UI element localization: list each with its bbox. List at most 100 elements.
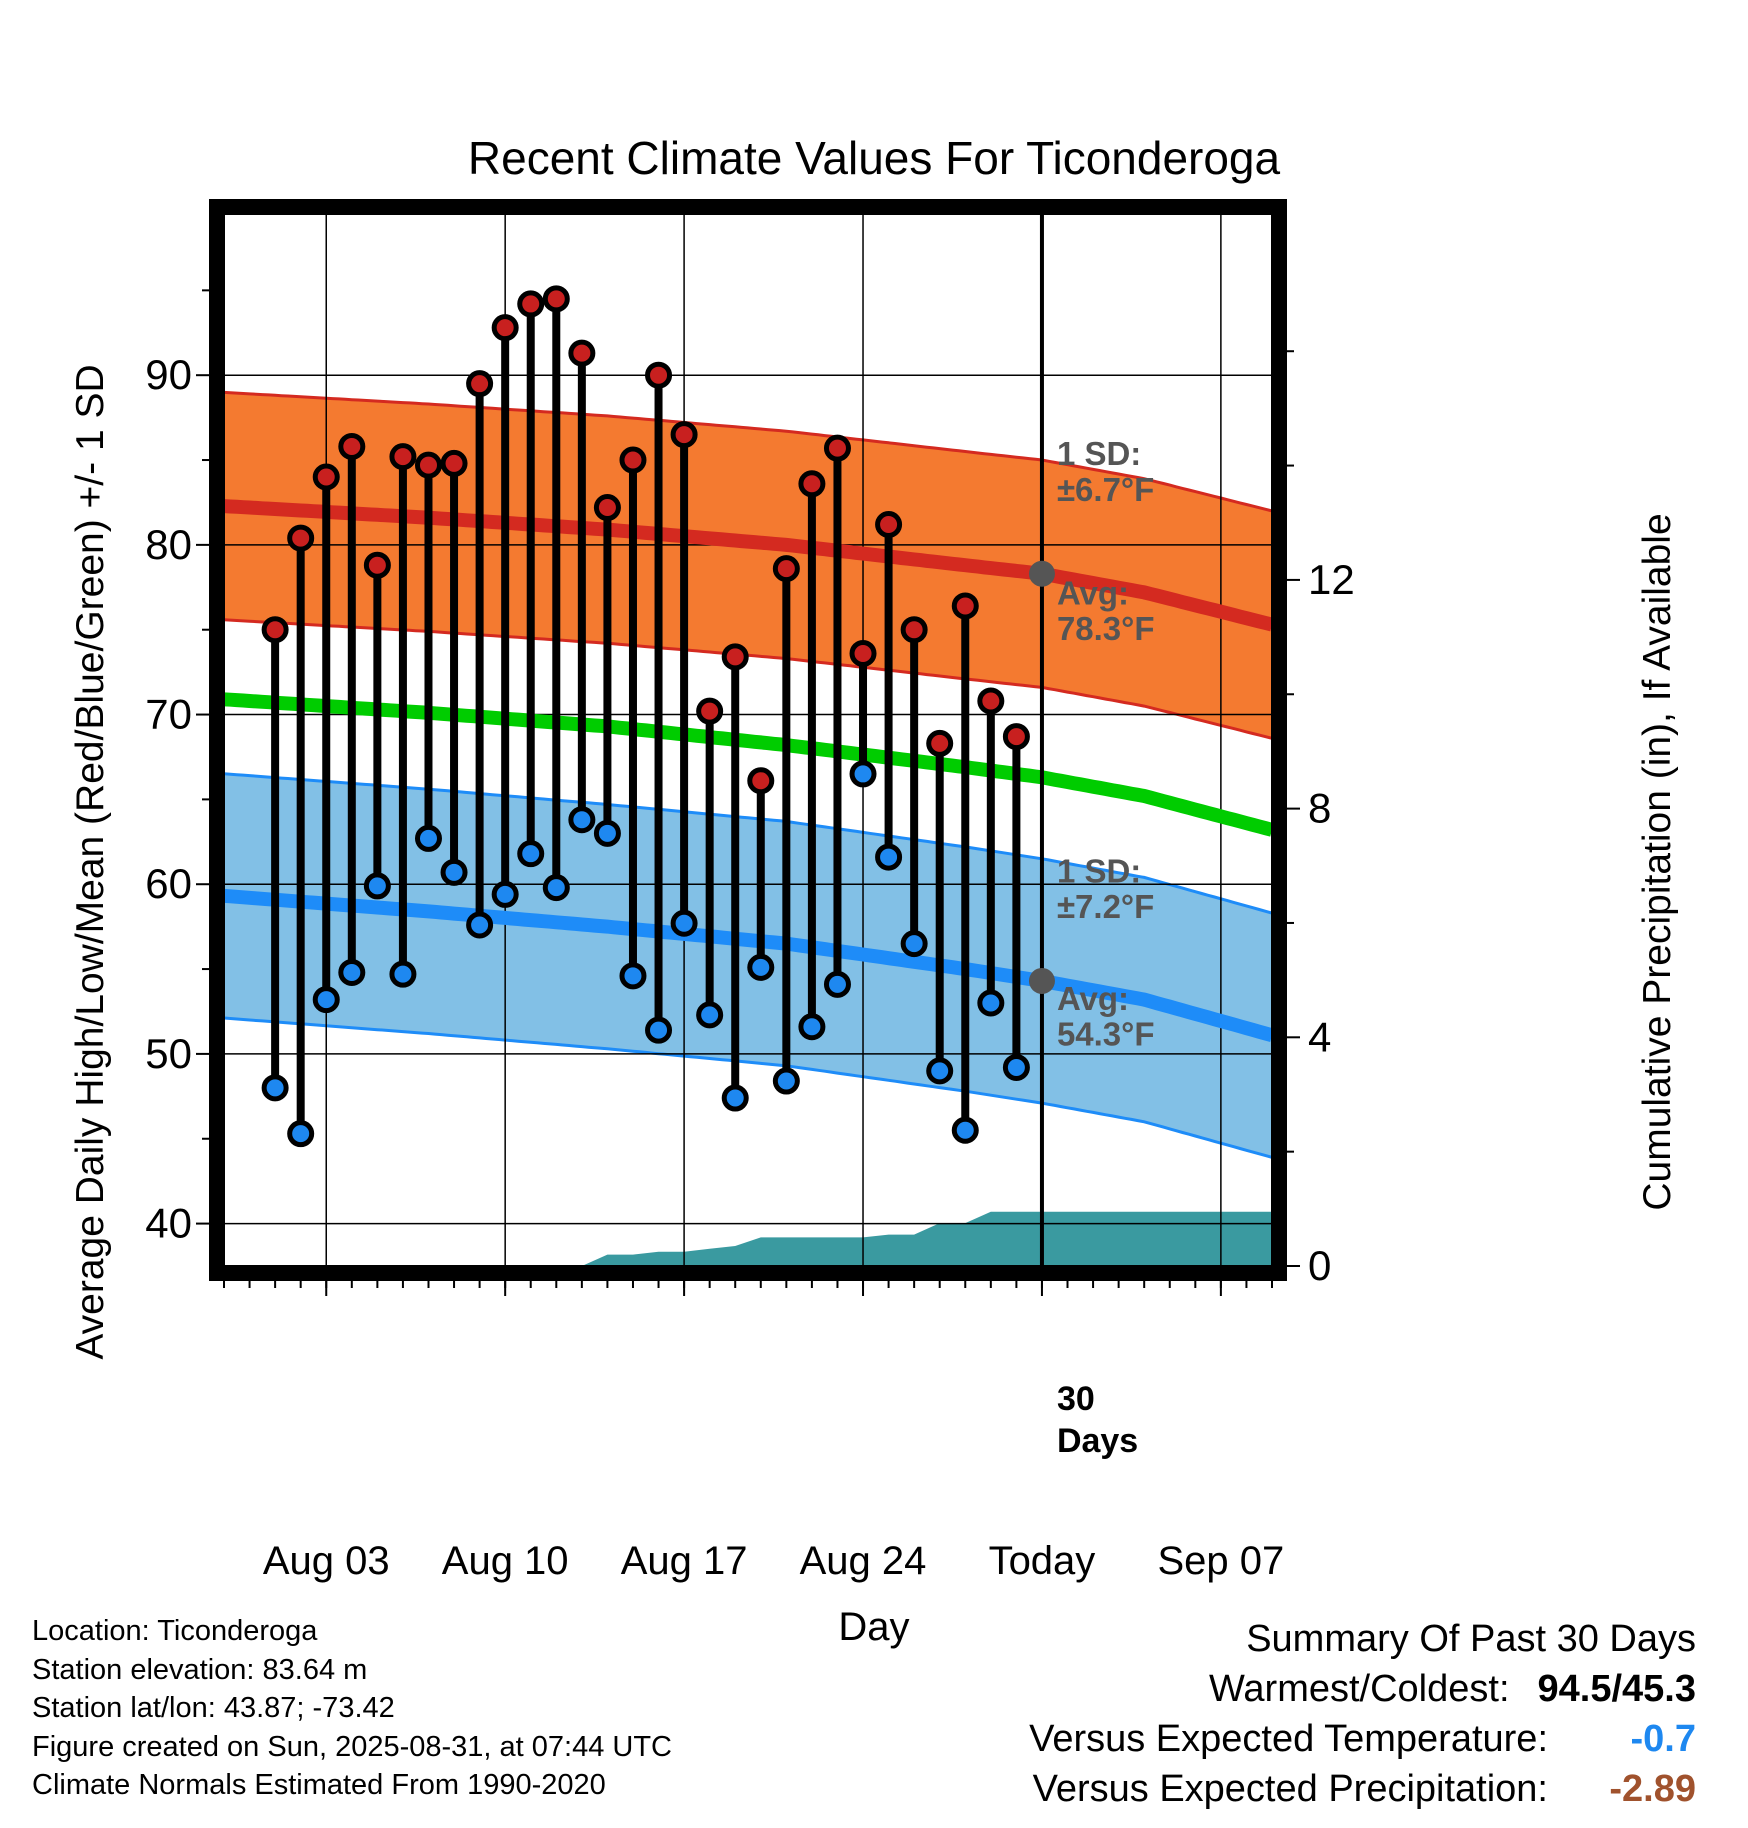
daily-low-point <box>1002 1053 1030 1081</box>
summary-panel: Summary Of Past 30 Days Warmest/Coldest:… <box>1029 1614 1696 1814</box>
daily-low-point <box>593 819 621 847</box>
daily-high-point <box>619 446 647 474</box>
daily-low-point <box>772 1067 800 1095</box>
x-tick-label: Aug 17 <box>621 1539 748 1583</box>
daily-low-point <box>414 824 442 852</box>
y-tick-label-right: 12 <box>1308 556 1355 603</box>
daily-low-point <box>619 962 647 990</box>
daily-low-point <box>645 1016 673 1044</box>
daily-low-point <box>977 989 1005 1017</box>
y-tick-label-right: 4 <box>1308 1013 1331 1060</box>
daily-high-point <box>772 555 800 583</box>
y-tick-label-left: 80 <box>145 521 192 568</box>
high-avg-value: 78.3°F <box>1057 610 1155 647</box>
daily-high-point <box>798 470 826 498</box>
avg-high-line <box>224 499 1272 632</box>
info-elevation: Station elevation: 83.64 m <box>32 1653 368 1686</box>
x-axis-label: Day <box>838 1605 909 1649</box>
low-avg-label: Avg: <box>1057 980 1129 1017</box>
avg-low-line <box>224 888 1272 1042</box>
daily-high-point <box>721 643 749 671</box>
plot-frame <box>209 199 1287 1281</box>
daily-low-point <box>721 1084 749 1112</box>
daily-low-point <box>951 1116 979 1144</box>
daily-low-point <box>747 953 775 981</box>
y-tick-label-left: 50 <box>145 1030 192 1077</box>
daily-low-point <box>261 1074 289 1102</box>
daily-low-point <box>542 874 570 902</box>
y-tick-label-left: 40 <box>145 1200 192 1247</box>
daily-high-point <box>517 290 545 318</box>
daily-high-point <box>491 314 519 342</box>
daily-high-point <box>542 285 570 313</box>
daily-high-point <box>312 463 340 491</box>
x-tick-label: Aug 24 <box>800 1539 927 1583</box>
daily-high-point <box>849 639 877 667</box>
daily-low-point <box>312 986 340 1014</box>
summary-warmest-label: Warmest/Coldest: <box>1208 1668 1510 1710</box>
daily-low-point <box>670 909 698 937</box>
y-tick-label-left: 60 <box>145 860 192 907</box>
daily-high-point <box>1002 723 1030 751</box>
low-sd-label: 1 SD: <box>1057 853 1141 890</box>
low-sd-upper-edge <box>224 772 1272 915</box>
summary-precip-row: Versus Expected Precipitation: -2.89 <box>1029 1764 1696 1814</box>
daily-low-point <box>823 970 851 998</box>
mean-line <box>224 692 1272 837</box>
low-avg-value: 54.3°F <box>1057 1015 1155 1052</box>
daily-low-point <box>466 911 494 939</box>
station-info: Location: Ticonderoga Station elevation:… <box>32 1612 672 1805</box>
y-tick-label-right: 8 <box>1308 785 1331 832</box>
low-sd-lower-edge <box>224 1016 1272 1159</box>
daily-low-point <box>517 840 545 868</box>
daily-low-point <box>363 872 391 900</box>
daily-high-point <box>696 697 724 725</box>
chart-title: Recent Climate Values For Ticonderoga <box>468 132 1281 184</box>
plot-clip-group <box>224 214 1272 1266</box>
summary-temp-row: Versus Expected Temperature: -0.7 <box>1029 1714 1696 1764</box>
high-sd-upper-edge <box>224 390 1272 513</box>
y-tick-label-left: 70 <box>145 691 192 738</box>
daily-high-point <box>568 339 596 367</box>
today-avg-low-marker <box>1028 967 1055 994</box>
daily-low-point <box>338 958 366 986</box>
today-avg-high-marker <box>1028 560 1055 587</box>
daily-low-point <box>900 930 928 958</box>
daily-high-point <box>823 434 851 462</box>
daily-low-point <box>389 960 417 988</box>
daily-high-point <box>926 729 954 757</box>
daily-high-point <box>645 361 673 389</box>
daily-high-point <box>593 494 621 522</box>
info-location: Location: Ticonderoga <box>32 1615 318 1647</box>
daily-high-point <box>389 443 417 471</box>
x-tick-label: Sep 07 <box>1157 1539 1284 1583</box>
low-sd-value: ±7.2°F <box>1057 888 1154 925</box>
daily-high-point <box>670 421 698 449</box>
daily-low-point <box>287 1120 315 1148</box>
y-axis-label-right: Cumulative Precipitation (in), If Availa… <box>1636 513 1679 1210</box>
days-word-label: Days <box>1057 1422 1138 1460</box>
daily-low-point <box>440 858 468 886</box>
daily-low-point <box>849 760 877 788</box>
daily-low-point <box>696 1001 724 1029</box>
days-count-label: 30 <box>1057 1380 1095 1418</box>
summary-temp-label: Versus Expected Temperature: <box>1029 1718 1548 1760</box>
x-tick-label: Aug 10 <box>442 1539 569 1583</box>
summary-title: Summary Of Past 30 Days <box>1246 1618 1696 1660</box>
daily-low-point <box>568 806 596 834</box>
high-sd-value: ±6.7°F <box>1057 471 1154 508</box>
summary-precip-value: -2.89 <box>1609 1768 1696 1810</box>
info-created: Figure created on Sun, 2025-08-31, at 07… <box>32 1730 672 1763</box>
daily-high-point <box>977 687 1005 715</box>
daily-low-point <box>926 1057 954 1085</box>
daily-low-point <box>875 843 903 871</box>
summary-temp-value: -0.7 <box>1630 1718 1696 1760</box>
y-axis-label-left: Average Daily High/Low/Mean (Red/Blue/Gr… <box>69 364 112 1359</box>
daily-high-point <box>287 524 315 552</box>
high-avg-label: Avg: <box>1057 574 1129 611</box>
daily-high-point <box>466 370 494 398</box>
precip-area <box>479 1211 1272 1266</box>
high-sd-band <box>224 392 1272 739</box>
